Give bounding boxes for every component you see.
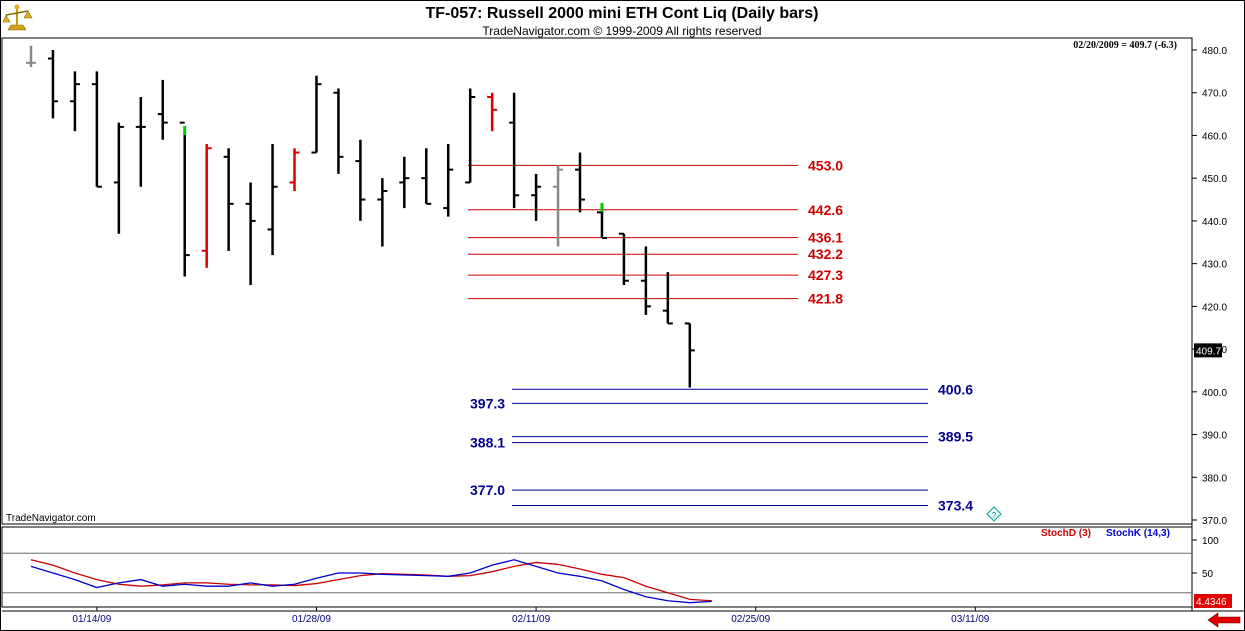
support-label: 373.4 (938, 497, 973, 513)
resistance-label: 421.8 (808, 291, 843, 307)
trade-navigator-logo (2, 4, 33, 31)
stoch-value-tag: 4.4346 (1194, 594, 1232, 608)
ohlc-bar (135, 97, 146, 187)
price-tick-label: 470.0 (1202, 89, 1227, 100)
ohlc-bar (684, 322, 695, 388)
copyright-text: TradeNavigator.com © 1999-2009 All right… (482, 24, 761, 38)
stoch-tick-label: 100 (1202, 536, 1219, 547)
watermark: TradeNavigator.com (6, 513, 96, 524)
svg-text:4.4346: 4.4346 (1196, 597, 1227, 608)
resistance-label: 442.6 (808, 202, 843, 218)
ohlc-bar (69, 71, 80, 132)
ohlc-bar (531, 173, 542, 221)
ohlc-bar (465, 88, 476, 184)
date-tick-label: 02/25/09 (731, 614, 770, 625)
ohlc-bar (333, 88, 344, 174)
price-tick-label: 370.0 (1202, 516, 1227, 527)
resistance-label: 453.0 (808, 157, 843, 173)
support-label: 377.0 (470, 482, 505, 498)
ohlc-bar (47, 50, 58, 119)
legend-stochd: StochD (3) (1041, 528, 1091, 539)
resistance-label: 427.3 (808, 267, 843, 283)
ohlc-bar (113, 122, 124, 234)
support-label: 400.6 (938, 381, 973, 397)
legend-stochk: StochK (14,3) (1106, 528, 1170, 539)
price-tick-label: 380.0 (1202, 473, 1227, 484)
svg-text:409.7: 409.7 (1196, 346, 1221, 357)
price-tick-label: 450.0 (1202, 174, 1227, 185)
ohlc-bar (575, 152, 585, 213)
price-tick-label: 400.0 (1202, 388, 1227, 399)
help-diamond-icon[interactable]: ? (986, 506, 1002, 522)
ohlc-bar (311, 75, 322, 154)
ohlc-bar (487, 92, 498, 132)
stochd-line (30, 559, 712, 602)
ohlc-bar (399, 156, 410, 209)
ohlc-bar (289, 148, 300, 191)
stochk-line (30, 559, 712, 604)
support-label: 388.1 (470, 435, 505, 451)
ohlc-bar (355, 139, 366, 221)
svg-text:?: ? (992, 511, 997, 520)
ohlc-bar (443, 144, 454, 217)
ohlc-bar (618, 232, 629, 285)
ohlc-bar (553, 165, 564, 247)
ohlc-bar (509, 92, 520, 209)
date-tick-label: 02/11/09 (512, 614, 551, 625)
ohlc-bar (640, 246, 651, 315)
price-tick-label: 460.0 (1202, 131, 1227, 142)
support-label: 397.3 (470, 395, 505, 411)
price-tick-label: 480.0 (1202, 46, 1227, 57)
ohlc-bar (91, 71, 102, 188)
price-tick-label: 440.0 (1202, 217, 1227, 228)
date-tick-label: 03/11/09 (951, 614, 990, 625)
date-tick-label: 01/14/09 (72, 614, 111, 625)
resistance-label: 432.2 (808, 246, 843, 262)
price-tick-label: 420.0 (1202, 302, 1227, 313)
price-tick-label: 390.0 (1202, 431, 1227, 442)
last-bar-stamp: 02/20/2009 = 409.7 (-6.3) (1073, 40, 1177, 51)
scroll-left-arrow-icon[interactable] (1207, 612, 1241, 628)
price-tick-label: 430.0 (1202, 260, 1227, 271)
ohlc-bar (179, 121, 190, 277)
ohlc-bar (201, 144, 212, 268)
ohlc-bar (421, 148, 432, 205)
current-price-tag: 409.7 (1194, 343, 1222, 358)
resistance-label: 436.1 (808, 230, 843, 246)
date-tick-label: 01/28/09 (292, 614, 331, 625)
ohlc-bar (267, 144, 278, 256)
ohlc-bar (245, 182, 256, 285)
ohlc-bar (662, 272, 673, 325)
ohlc-bar (26, 45, 36, 68)
support-label: 389.5 (938, 429, 973, 445)
ohlc-bar (157, 79, 168, 140)
ohlc-bar (377, 178, 388, 247)
stoch-tick-label: 50 (1202, 569, 1214, 580)
ohlc-bar (223, 148, 234, 251)
chart-title: TF-057: Russell 2000 mini ETH Cont Liq (… (426, 5, 819, 22)
